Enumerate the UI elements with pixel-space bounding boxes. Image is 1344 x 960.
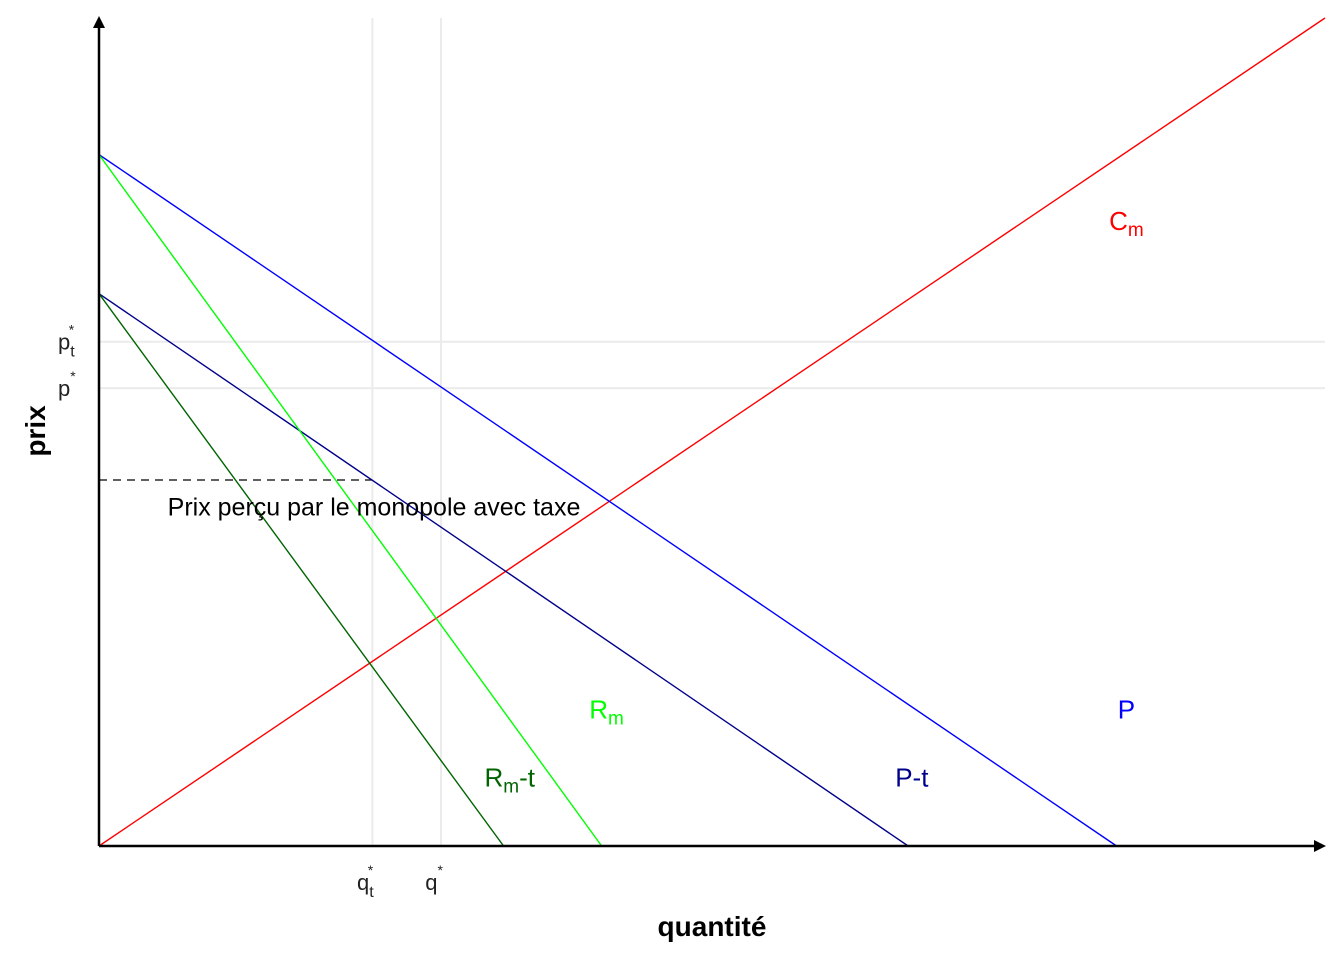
y-tick-label: p*	[58, 368, 76, 401]
series-line-p-t	[98, 293, 909, 847]
series-line-p	[98, 154, 1117, 847]
series-label-p: P	[1118, 694, 1135, 724]
y-axis-title: prix	[20, 405, 51, 457]
series-labels: Cm P P-t Rm Rm-t	[484, 206, 1143, 797]
x-tick-label: qt*	[357, 862, 374, 901]
x-axis-arrow	[1314, 840, 1326, 852]
series-line-rm-t	[98, 293, 505, 847]
y-axis-arrow	[93, 16, 105, 28]
x-tick-label: q*	[425, 862, 443, 895]
annotations: Prix perçu par le monopole avec taxe	[168, 494, 581, 522]
grid-lines	[99, 18, 1325, 846]
axes	[93, 16, 1326, 852]
series-line-cm	[98, 17, 1326, 847]
y-tick-label: pt*	[58, 322, 75, 361]
tick-labels: qt* q* pt* p*	[58, 322, 443, 901]
annotation-text: Prix perçu par le monopole avec taxe	[168, 494, 581, 522]
series-label-p-t: P-t	[895, 762, 929, 792]
x-axis-title: quantité	[658, 911, 767, 942]
series-line-rm	[98, 154, 603, 847]
series-label-rm: Rm	[589, 694, 624, 729]
series-label-cm: Cm	[1109, 206, 1144, 241]
series-lines	[98, 17, 1326, 847]
series-label-rm-t: Rm-t	[484, 762, 535, 797]
